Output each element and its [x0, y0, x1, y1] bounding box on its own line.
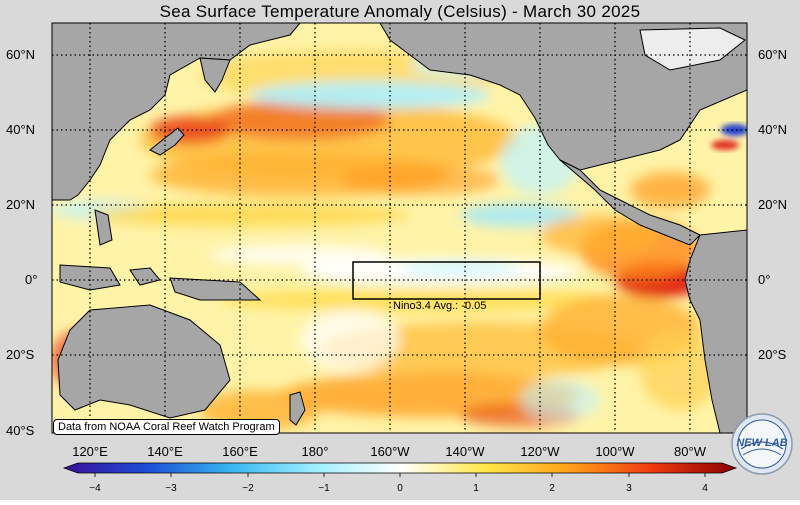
colorbar-tick-label: 4: [702, 483, 708, 494]
lon-label-160e: 160°E: [222, 444, 258, 459]
land-masses: [52, 23, 747, 433]
colorbar-tick-label: 1: [473, 483, 479, 494]
lat-label-20s-left: 20°S: [6, 347, 35, 362]
lat-label-40s-left: 40°S: [6, 423, 35, 438]
nino34-average-label: Nino3.4 Avg.: -0.05: [393, 300, 487, 312]
graticule: [52, 23, 747, 433]
lon-label-160w: 160°W: [370, 444, 410, 459]
lat-label-40n-left: 40°N: [6, 122, 36, 137]
colorbar-ticks: [94, 473, 706, 477]
lon-label-100w: 100°W: [595, 444, 635, 459]
colorbar-tick-label: −3: [165, 483, 177, 494]
colorbar-tick-label: −1: [318, 483, 330, 494]
map-title: Sea Surface Temperature Anomaly (Celsius…: [159, 2, 641, 21]
nino34-box: [352, 261, 541, 300]
colorbar-tick-label: 0: [397, 483, 403, 494]
lon-label-140e: 140°E: [147, 444, 183, 459]
lon-label-180: 180°: [301, 444, 329, 459]
svg-text:NEW LAB: NEW LAB: [736, 437, 787, 449]
lat-label-60n-left: 60°N: [6, 47, 36, 62]
lat-label-20n-left: 20°N: [6, 197, 36, 212]
colorbar-tick-label: −2: [242, 483, 254, 494]
map-area: [52, 23, 747, 433]
colorbar: [62, 462, 738, 477]
lon-label-80w: 80°W: [674, 444, 706, 459]
east-coast-anomaly: [711, 124, 747, 150]
anomaly-field: [52, 50, 720, 430]
lat-label-60n-right: 60°N: [758, 47, 788, 62]
lat-label-0-left: 0°: [25, 272, 38, 287]
colorbar-tick-label: 2: [549, 483, 555, 494]
colorbar-bar: [62, 462, 738, 474]
newlab-logo: NEW LAB: [731, 413, 793, 475]
lon-label-120w: 120°W: [520, 444, 560, 459]
lon-label-120e: 120°E: [72, 444, 108, 459]
lon-label-140w: 140°W: [445, 444, 485, 459]
data-credit: Data from NOAA Coral Reef Watch Program: [53, 419, 280, 435]
lat-label-0-right: 0°: [758, 272, 771, 287]
colorbar-tick-label: 3: [626, 483, 632, 494]
colorbar-tick-label: −4: [89, 483, 101, 494]
lat-label-20s-right: 20°S: [758, 347, 787, 362]
lat-label-20n-right: 20°N: [758, 197, 788, 212]
map-frame: [51, 22, 748, 434]
lat-label-40n-right: 40°N: [758, 122, 788, 137]
